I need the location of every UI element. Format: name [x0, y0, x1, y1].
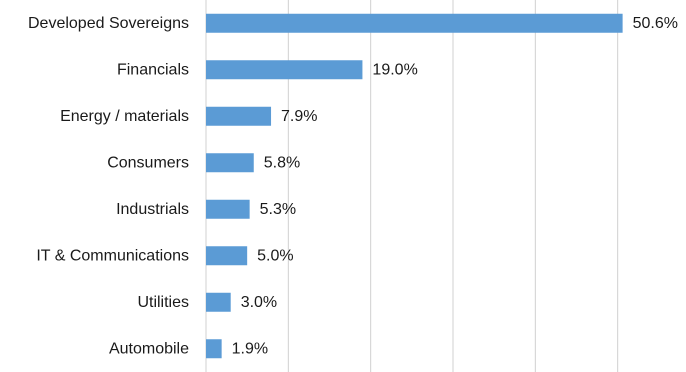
bar-2	[206, 60, 363, 80]
category-label-2: Financials	[117, 61, 189, 78]
bar-8	[206, 339, 222, 359]
category-labels: Developed Sovereigns Financials Energy / m…	[28, 15, 189, 358]
category-label-3: Energy / materials	[60, 108, 189, 125]
category-label-4: Consumers	[107, 154, 189, 171]
gridlines	[205, 0, 619, 372]
category-label-7: Utilities	[137, 294, 189, 311]
category-label-1: Developed Sovereigns	[28, 15, 189, 32]
bar-series	[206, 13, 623, 359]
bar-3	[206, 106, 272, 126]
bar-6	[206, 246, 248, 266]
value-label-3: 7.9%	[281, 108, 317, 125]
bar-4	[206, 153, 254, 173]
bar-1	[206, 13, 623, 33]
value-labels: 50.6% 19.0% 7.9% 5.8% 5.3% 5.0% 3.0% 1.9%	[232, 15, 678, 358]
bar-7	[206, 292, 231, 312]
value-label-1: 50.6%	[633, 15, 678, 32]
value-label-7: 3.0%	[241, 294, 277, 311]
value-label-5: 5.3%	[260, 201, 296, 218]
value-label-6: 5.0%	[257, 247, 293, 264]
category-label-8: Automobile	[109, 340, 189, 357]
bar-5	[206, 199, 250, 219]
category-label-5: Industrials	[116, 201, 189, 218]
category-label-6: IT & Communications	[36, 247, 189, 264]
value-label-2: 19.0%	[372, 61, 417, 78]
value-label-4: 5.8%	[264, 154, 300, 171]
value-label-8: 1.9%	[232, 340, 268, 357]
